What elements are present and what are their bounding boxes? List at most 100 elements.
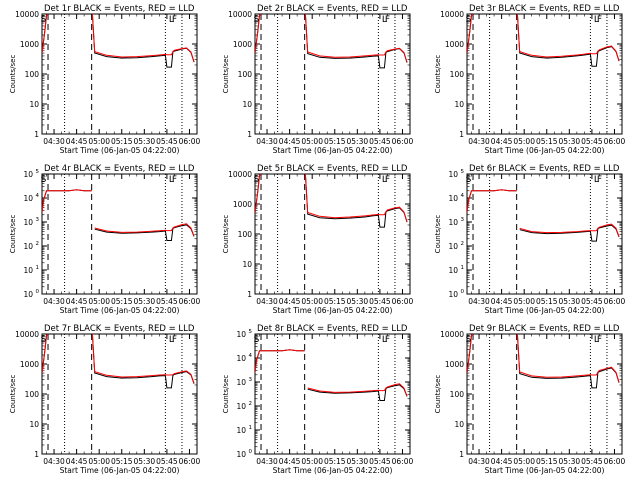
series-events-line	[255, 349, 408, 401]
x-tick-label: 05:45	[581, 457, 603, 466]
marker-s: S	[254, 175, 260, 185]
x-tick-label: 05:15	[324, 297, 346, 306]
x-tick-label: 05:00	[301, 137, 323, 146]
y-tick-label: 10	[23, 266, 33, 275]
x-tick-label: 04:45	[491, 137, 513, 146]
y-tick-label: 100	[25, 390, 40, 399]
x-tick-label: 04:30	[43, 457, 65, 466]
y-tick-exponent: 2	[36, 241, 40, 247]
y-axis-label: Counts/sec	[222, 55, 230, 94]
x-tick-label: 05:00	[513, 297, 535, 306]
y-tick-label: 10000	[15, 10, 39, 19]
y-tick-exponent: 5	[36, 169, 40, 175]
marker-l: L	[382, 335, 387, 345]
x-tick-label: 05:30	[134, 137, 156, 146]
y-tick-label: 1000	[445, 40, 464, 49]
panel-title: Det 8r BLACK = Events, RED = LLD	[257, 324, 408, 334]
x-tick-label: 05:00	[301, 457, 323, 466]
x-tick-label: 05:00	[513, 457, 535, 466]
x-tick-label: 06:00	[179, 457, 201, 466]
plot-frame	[41, 173, 198, 295]
series-lld-line	[467, 334, 620, 383]
y-tick-label: 1	[247, 130, 252, 139]
series-lld-line	[255, 349, 408, 397]
y-tick-exponent: 4	[36, 193, 40, 199]
series-lld-line	[467, 189, 620, 237]
x-tick-label: 06:00	[604, 457, 626, 466]
y-tick-label: 10	[454, 100, 464, 109]
x-tick-label: 04:45	[66, 457, 88, 466]
x-axis-label: Start Time (06-Jan-05 04:22:00)	[273, 146, 393, 155]
x-tick-label: 04:30	[468, 137, 490, 146]
y-tick-label: 100	[238, 70, 253, 79]
panel-title: Det 9r BLACK = Events, RED = LLD	[469, 324, 620, 334]
y-tick-exponent: 1	[249, 425, 253, 431]
marker-f: F	[597, 335, 602, 345]
marker-s: S	[254, 15, 260, 25]
y-tick-label: 1000	[20, 360, 39, 369]
panel-det-3: Det 3r BLACK = Events, RED = LLD 1 10 100 10…	[434, 4, 626, 155]
y-axis-label: Counts/sec	[434, 375, 442, 414]
marker-s: S	[41, 175, 47, 185]
y-tick-label: 100	[450, 70, 465, 79]
marker-l: L	[594, 15, 599, 25]
y-tick-label: 100	[450, 390, 465, 399]
x-tick-label: 05:30	[347, 457, 369, 466]
y-axis-label: Counts/sec	[222, 215, 230, 254]
panel-title: Det 3r BLACK = Events, RED = LLD	[469, 4, 620, 14]
x-tick-label: 05:15	[111, 297, 133, 306]
panel-det-7: Det 7r BLACK = Events, RED = LLD 1 10 100 10…	[9, 324, 201, 475]
y-tick-exponent: 0	[36, 289, 40, 295]
x-tick-label: 05:45	[369, 457, 391, 466]
y-tick-label: 10	[236, 450, 246, 459]
plot-frame	[466, 173, 623, 295]
marker-s: S	[466, 335, 472, 345]
x-tick-label: 04:30	[256, 137, 278, 146]
y-axis-label: Counts/sec	[9, 375, 17, 414]
x-tick-label: 05:00	[88, 297, 110, 306]
y-tick-exponent: 0	[461, 289, 465, 295]
y-tick-label: 1	[459, 130, 464, 139]
marker-f: F	[385, 15, 390, 25]
y-tick-label: 10	[242, 100, 252, 109]
plot-frame	[41, 333, 198, 455]
y-tick-exponent: 1	[461, 265, 465, 271]
x-axis-label: Start Time (06-Jan-05 04:22:00)	[485, 146, 605, 155]
panel-title: Det 7r BLACK = Events, RED = LLD	[44, 324, 195, 334]
marker-s: S	[466, 175, 472, 185]
y-tick-label: 10	[448, 266, 458, 275]
x-tick-label: 06:00	[604, 297, 626, 306]
plot-frame	[254, 173, 411, 295]
y-tick-label: 10000	[15, 330, 39, 339]
y-tick-exponent: 0	[249, 449, 253, 455]
y-tick-label: 10	[23, 170, 33, 179]
x-tick-label: 05:30	[347, 297, 369, 306]
panel-det-1: Det 1r BLACK = Events, RED = LLD 1 10 100 10…	[9, 4, 201, 155]
x-tick-label: 05:30	[559, 297, 581, 306]
x-tick-label: 05:30	[134, 297, 156, 306]
x-tick-label: 05:45	[369, 297, 391, 306]
marker-f: F	[385, 335, 390, 345]
marker-s: S	[41, 335, 47, 345]
panel-det-2: Det 2r BLACK = Events, RED = LLD 1 10 100 10…	[222, 4, 414, 155]
x-tick-label: 04:30	[43, 297, 65, 306]
x-tick-label: 05:15	[536, 457, 558, 466]
plot-frame	[466, 333, 623, 455]
x-tick-label: 05:30	[347, 137, 369, 146]
panel-det-5: Det 5r BLACK = Events, RED = LLD 1 10 100 10…	[222, 164, 414, 315]
y-tick-label: 10	[236, 330, 246, 339]
x-tick-label: 05:30	[559, 137, 581, 146]
x-tick-label: 05:15	[536, 297, 558, 306]
x-tick-label: 05:45	[581, 297, 603, 306]
y-tick-label: 10000	[440, 330, 464, 339]
marker-l: L	[169, 15, 174, 25]
y-tick-exponent: 4	[461, 193, 465, 199]
y-tick-exponent: 3	[249, 377, 253, 383]
y-tick-exponent: 2	[461, 241, 465, 247]
series-lld-line	[42, 334, 195, 384]
marker-l: L	[169, 335, 174, 345]
x-tick-label: 05:30	[134, 457, 156, 466]
